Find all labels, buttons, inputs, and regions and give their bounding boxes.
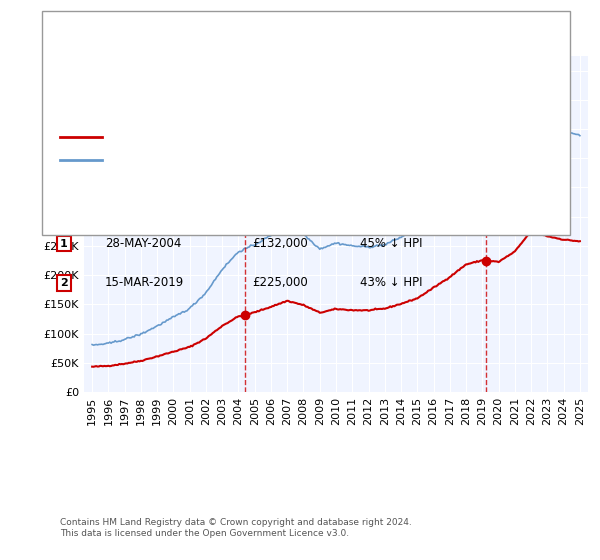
Text: HPI: Average price, detached house, West Northamptonshire: HPI: Average price, detached house, West… — [111, 155, 450, 165]
Text: 2: 2 — [60, 278, 68, 288]
Text: 25, SHEERWATER DRIVE, NORTHAMPTON, NN3 5HU (detached house): 25, SHEERWATER DRIVE, NORTHAMPTON, NN3 5… — [111, 132, 499, 142]
Text: Contains HM Land Registry data © Crown copyright and database right 2024.
This d: Contains HM Land Registry data © Crown c… — [60, 518, 412, 538]
Text: 25, SHEERWATER DRIVE, NORTHAMPTON, NN3 5HU: 25, SHEERWATER DRIVE, NORTHAMPTON, NN3 5… — [80, 17, 520, 32]
Text: Price paid vs. HM Land Registry's House Price Index (HPI): Price paid vs. HM Land Registry's House … — [121, 36, 479, 49]
Text: 2: 2 — [482, 68, 490, 78]
Text: 1: 1 — [60, 239, 68, 249]
Text: £225,000: £225,000 — [252, 276, 308, 290]
Text: £132,000: £132,000 — [252, 237, 308, 250]
Text: 45% ↓ HPI: 45% ↓ HPI — [360, 237, 422, 250]
Text: 43% ↓ HPI: 43% ↓ HPI — [360, 276, 422, 290]
Text: 15-MAR-2019: 15-MAR-2019 — [105, 276, 184, 290]
Text: 1: 1 — [241, 68, 249, 78]
Text: 28-MAY-2004: 28-MAY-2004 — [105, 237, 181, 250]
